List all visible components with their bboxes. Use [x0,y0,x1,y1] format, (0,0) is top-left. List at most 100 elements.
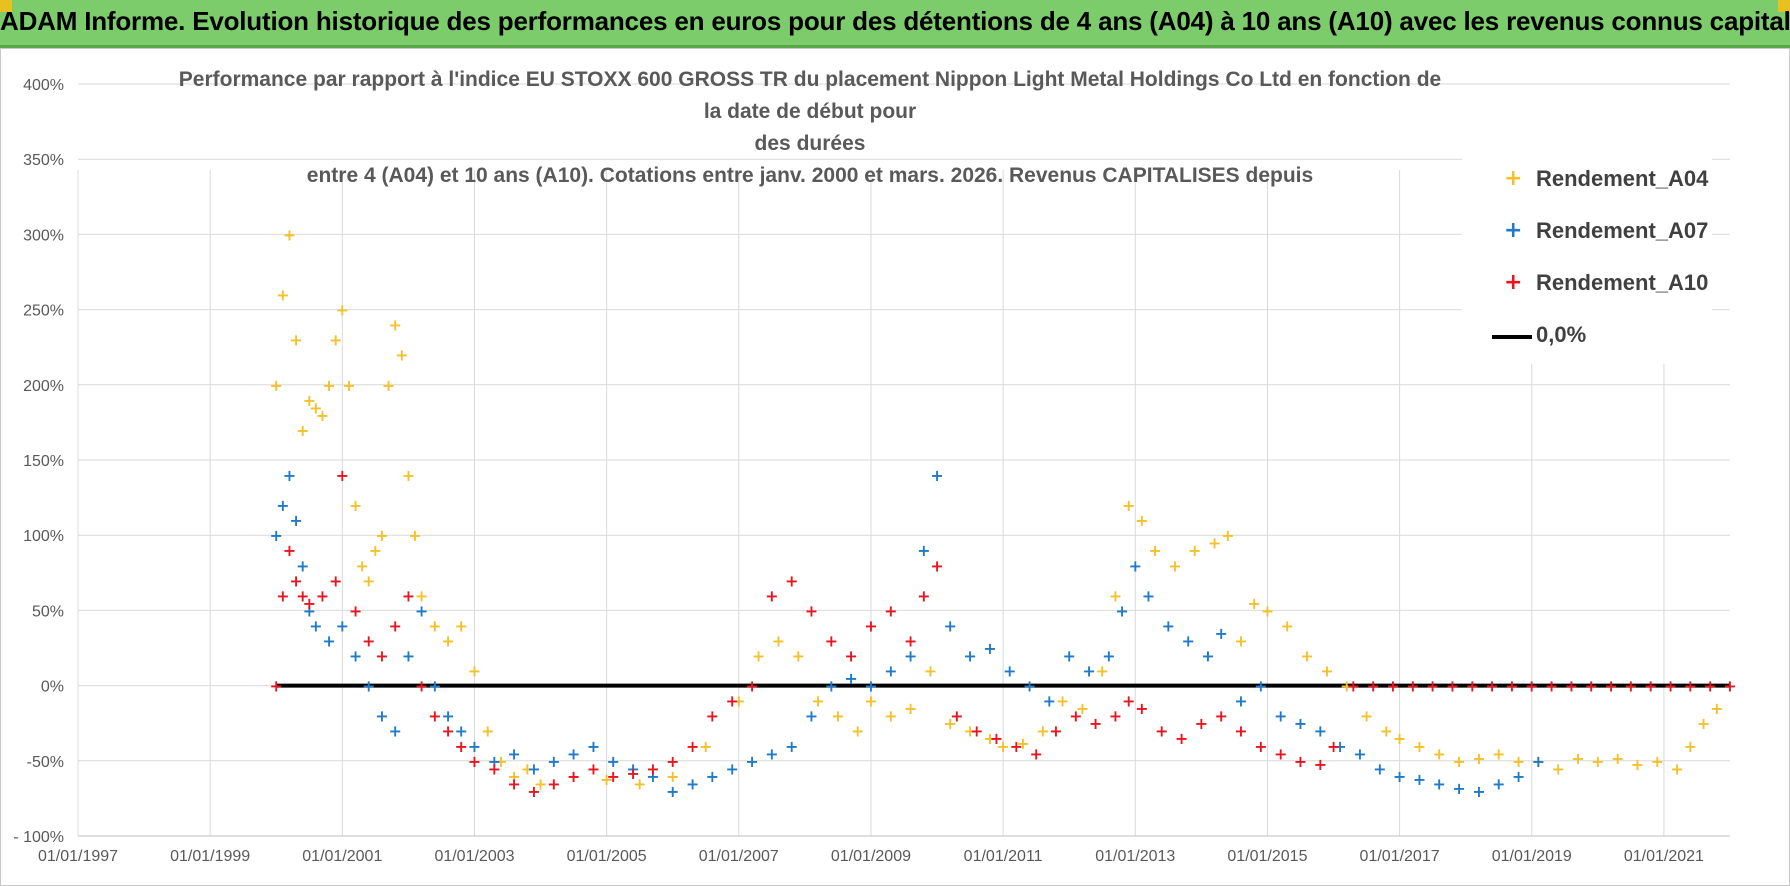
point-a10: + [1010,737,1023,756]
banner-corner-right [1778,0,1790,12]
point-a04: + [792,647,805,666]
x-tick-label: 01/01/2021 [1624,848,1704,865]
point-a04: + [303,391,316,410]
point-a04: + [1056,692,1069,711]
point-a10: + [844,647,857,666]
point-a04: + [1135,511,1148,530]
point-a10: + [488,759,501,778]
point-a07: + [765,744,778,763]
point-a10: + [1195,714,1208,733]
point-a10: + [336,466,349,485]
point-a10: + [349,601,362,620]
legend-marker-a07: + [1504,218,1523,243]
point-a07: + [507,744,520,763]
point-a04: + [1188,541,1201,560]
point-a04: + [1234,631,1247,650]
point-a07: + [1181,631,1194,650]
point-a04: + [1684,737,1697,756]
point-a04: + [329,331,342,350]
point-a07: + [1472,782,1485,801]
point-a10: + [626,764,639,783]
legend-label-zero: 0,0% [1536,322,1587,347]
point-a10: + [825,631,838,650]
point-a07: + [825,677,838,696]
point-a07: + [1043,692,1056,711]
point-a07: + [944,616,957,635]
point-a04: + [336,301,349,320]
point-a10: + [884,601,897,620]
legend-item-a10: + Rendement_A10 [1462,268,1712,300]
point-a10: + [1069,707,1082,726]
point-a04: + [1492,744,1505,763]
point-a04: + [521,759,534,778]
point-a04: + [1122,496,1135,515]
point-a10: + [1585,677,1598,696]
point-a04: + [375,526,388,545]
point-a04: + [851,722,864,741]
point-a07: + [303,601,316,620]
point-a04: + [296,421,309,440]
point-a07: + [1115,601,1128,620]
point-a10: + [270,677,283,696]
point-a04: + [1320,662,1333,681]
point-a04: + [633,774,646,793]
y-tick-label: 250% [23,303,64,320]
point-a10: + [1386,677,1399,696]
point-a10: + [1446,677,1459,696]
point-a10: + [388,616,401,635]
point-a04: + [1591,752,1604,771]
point-a10: + [329,571,342,590]
x-tick-label: 01/01/2001 [302,848,382,865]
point-a10: + [1723,677,1736,696]
point-a07: + [289,511,302,530]
point-a04: + [402,466,415,485]
point-a07: + [375,707,388,726]
point-a04: + [567,767,580,786]
point-a07: + [706,767,719,786]
point-a04: + [428,616,441,635]
point-a10: + [283,541,296,560]
point-a04: + [772,631,785,650]
point-a10: + [904,631,917,650]
point-a10: + [527,782,540,801]
chart-title: Performance par rapport à l'indice EU ST… [170,64,1450,192]
point-a07: + [1492,774,1505,793]
point-a04: + [494,752,507,771]
point-a07: + [270,526,283,545]
point-a04: + [316,406,329,425]
point-a10: + [507,774,520,793]
x-tick-label: 01/01/2013 [1095,848,1175,865]
x-tick-label: 01/01/2007 [699,848,779,865]
point-a10: + [289,571,302,590]
point-a10: + [666,752,679,771]
point-a07: + [1353,744,1366,763]
point-a07: + [283,466,296,485]
point-a04: + [811,692,824,711]
point-a07: + [547,752,560,771]
point-a07: + [1294,714,1307,733]
point-a07: + [864,677,877,696]
point-a07: + [1433,774,1446,793]
point-a04: + [1433,744,1446,763]
y-tick-label: 0% [41,679,64,696]
point-a04: + [408,526,421,545]
x-tick-label: 01/01/2019 [1492,848,1572,865]
point-a07: + [1452,779,1465,798]
point-a04: + [1512,752,1525,771]
point-a04: + [1096,662,1109,681]
point-a07: + [488,752,501,771]
point-a04: + [309,398,322,417]
point-a04: + [507,767,520,786]
point-a04: + [349,496,362,515]
point-a04: + [1697,714,1710,733]
point-a07: + [930,466,943,485]
point-a04: + [1571,749,1584,768]
legend-label-a07: Rendement_A07 [1536,218,1709,243]
point-a10: + [1155,722,1168,741]
x-tick-label: 01/01/2017 [1360,848,1440,865]
point-a07: + [468,737,481,756]
point-a10: + [706,707,719,726]
point-a04: + [884,707,897,726]
point-a10: + [1664,677,1677,696]
